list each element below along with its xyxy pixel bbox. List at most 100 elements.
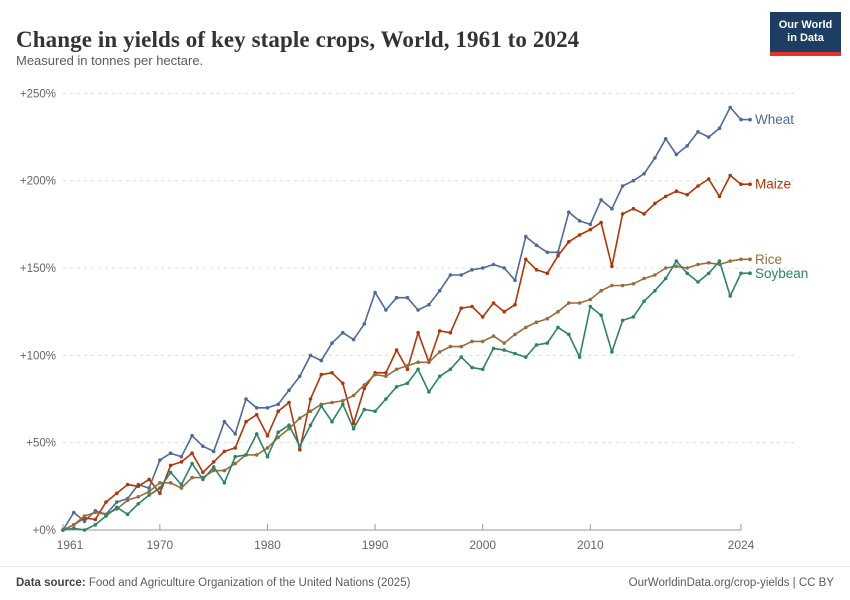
series-point-wheat-2019 [685,144,689,148]
series-point-maize-1976 [222,449,227,454]
series-point-soybean-1976 [222,481,227,485]
series-label-maize[interactable]: Maize [755,177,791,192]
series-point-rice-2009 [577,301,582,305]
series-point-rice-2017 [663,266,668,270]
series-point-rice-1996 [437,350,442,354]
series-point-wheat-1990 [373,290,377,295]
series-point-soybean-1962 [72,526,76,531]
series-point-soybean-2006 [545,341,550,345]
series-point-rice-2007 [556,309,560,314]
series-point-wheat-2016 [653,156,657,160]
series-point-soybean-2022 [717,259,722,263]
series-point-soybean-2003 [513,351,517,356]
series-point-rice-1981 [276,435,281,440]
series-point-soybean-2016 [653,288,657,293]
series-point-maize-2001 [491,301,496,305]
series-point-rice-1995 [427,360,431,365]
series-point-maize-1974 [201,470,205,475]
series-point-rice-2001 [491,334,496,338]
series-point-wheat-1974 [201,444,205,449]
series-point-maize-2011 [599,220,603,225]
series-point-soybean-1987 [341,402,345,407]
series-line-wheat[interactable] [62,106,742,531]
owid-logo[interactable]: Our World in Data [770,12,841,56]
series-point-soybean-2019 [685,271,689,276]
series-point-wheat-1976 [222,419,227,424]
series-point-maize-1981 [276,409,281,414]
series-point-rice-1977 [233,461,237,466]
series-point-wheat-1975 [211,449,216,454]
series-point-maize-1975 [211,460,216,464]
series-point-soybean-2020 [696,280,700,284]
series-point-soybean-2012 [610,350,614,354]
series-point-soybean-2017 [663,276,668,281]
series-label-soybean[interactable]: Soybean [755,266,808,281]
series-point-rice-1973 [190,475,194,480]
series-point-maize-1988 [351,421,356,426]
series-point-maize-2014 [631,206,636,211]
series-point-wheat-1982 [287,388,291,393]
series-point-wheat-1991 [384,308,388,312]
owid-logo-line1: Our World [778,19,833,31]
series-point-soybean-1967 [125,512,130,517]
series-point-maize-1978 [244,419,248,424]
series-point-soybean-1979 [254,432,259,436]
series-point-wheat-1992 [394,295,399,300]
series-point-soybean-1978 [244,453,248,457]
series-line-rice[interactable] [62,258,742,531]
series-point-wheat-2020 [696,130,700,134]
series-point-maize-2022 [717,194,722,199]
series-point-wheat-2014 [631,178,636,183]
series-point-maize-2023 [728,173,732,178]
chart-footer: Data source: Food and Agriculture Organi… [0,566,850,600]
series-point-soybean-1965 [104,514,108,518]
series-point-wheat-1969 [147,486,151,490]
series-point-soybean-1984 [308,423,313,428]
footer-link[interactable]: OurWorldinData.org/crop-yields | CC BY [628,577,834,589]
series-point-soybean-2004 [524,355,528,359]
series-point-wheat-1977 [233,432,237,436]
series-point-maize-1982 [287,400,291,405]
series-point-wheat-1985 [319,358,324,363]
series-point-wheat-2021 [706,135,711,139]
series-point-maize-2007 [556,254,560,258]
series-point-soybean-1998 [459,355,464,359]
series-point-rice-1997 [448,344,453,349]
series-point-rice-1990 [373,372,377,377]
series-line-soybean[interactable] [62,260,742,531]
series-label-wheat[interactable]: Wheat [755,112,794,127]
series-line-maize[interactable] [62,174,742,531]
series-point-wheat-1995 [427,302,431,307]
series-point-wheat-1970 [158,458,162,462]
series-label-rice[interactable]: Rice [755,252,782,267]
series-point-wheat-2007 [556,250,560,255]
series-point-wheat-1963 [82,519,87,524]
chart-canvas[interactable]: +0% +50% +100% +150% +200% +250% 1961 1970 1980 1… [0,0,850,562]
series-point-soybean-2007 [556,325,560,330]
series-point-rice-2023 [728,259,732,263]
series-point-maize-1971 [168,463,173,468]
series-point-wheat-1971 [168,451,173,456]
series-point-maize-2004 [524,257,528,262]
series-point-rice-2005 [534,320,539,325]
series-point-wheat-1997 [448,273,453,277]
series-point-rice-2013 [620,283,625,288]
series-point-soybean-2000 [480,367,485,372]
y-tick-label-250: +250% [20,88,56,100]
owid-logo-line2: in Data [787,32,824,44]
series-point-wheat-1979 [254,406,259,410]
series-point-maize-1993 [405,367,410,372]
series-point-rice-2008 [567,301,571,305]
series-point-wheat-1972 [179,454,184,459]
series-point-soybean-2021 [706,271,711,276]
series-point-rice-2004 [524,325,528,330]
series-point-rice-1992 [394,367,399,372]
series-point-rice-1986 [330,400,334,405]
series-point-maize-1973 [190,451,194,456]
series-point-maize-2019 [685,192,689,197]
series-point-soybean-2013 [620,318,625,323]
series-point-wheat-1998 [459,273,464,277]
series-point-soybean-2018 [674,259,679,263]
series-point-rice-2012 [610,283,614,288]
